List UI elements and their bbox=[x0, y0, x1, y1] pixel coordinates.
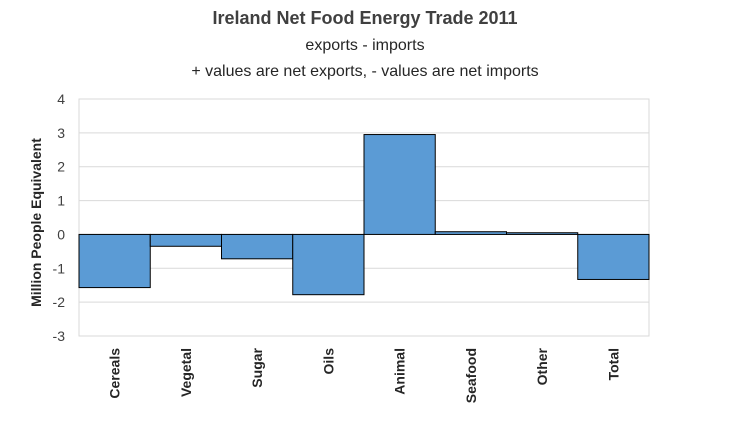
x-tick-label: Cereals bbox=[107, 348, 123, 399]
bar bbox=[506, 232, 579, 235]
x-tick-label: Oils bbox=[320, 348, 336, 375]
y-tick-label: -2 bbox=[53, 294, 66, 310]
x-tick-label: Animal bbox=[392, 348, 408, 395]
y-axis-label: Million People Equivalent bbox=[28, 138, 44, 307]
x-tick-label: Sugar bbox=[249, 347, 265, 387]
bar bbox=[434, 231, 507, 235]
chart-subtitle: exports - imports bbox=[305, 37, 425, 54]
y-tick-label: 4 bbox=[57, 91, 65, 107]
bar bbox=[577, 233, 650, 280]
x-tick-label: Vegetal bbox=[178, 348, 194, 397]
y-tick-label: 3 bbox=[57, 125, 65, 141]
chart-subtitle-note: + values are net exports, - values are n… bbox=[191, 63, 539, 80]
y-tick-label: 2 bbox=[57, 159, 65, 175]
plot-border bbox=[78, 98, 650, 337]
y-tick-label: 1 bbox=[57, 193, 65, 209]
plot-area: 4 3 2 1 0 -1 -2 -3 Cereals Vegetal Sugar Oils Animal… bbox=[28, 91, 650, 403]
bar bbox=[78, 233, 151, 289]
y-tick-label: 0 bbox=[57, 226, 65, 242]
bar bbox=[363, 134, 436, 235]
x-tick-label: Other bbox=[534, 347, 550, 385]
x-tick-label: Seafood bbox=[463, 348, 479, 403]
chart-title: Ireland Net Food Energy Trade 2011 bbox=[212, 8, 518, 28]
bar bbox=[149, 233, 222, 247]
y-tick-label: -3 bbox=[53, 328, 66, 344]
x-tick-label: Total bbox=[605, 348, 621, 380]
y-tick-label: -1 bbox=[53, 260, 66, 276]
bar bbox=[292, 233, 365, 296]
bar bbox=[221, 233, 294, 260]
